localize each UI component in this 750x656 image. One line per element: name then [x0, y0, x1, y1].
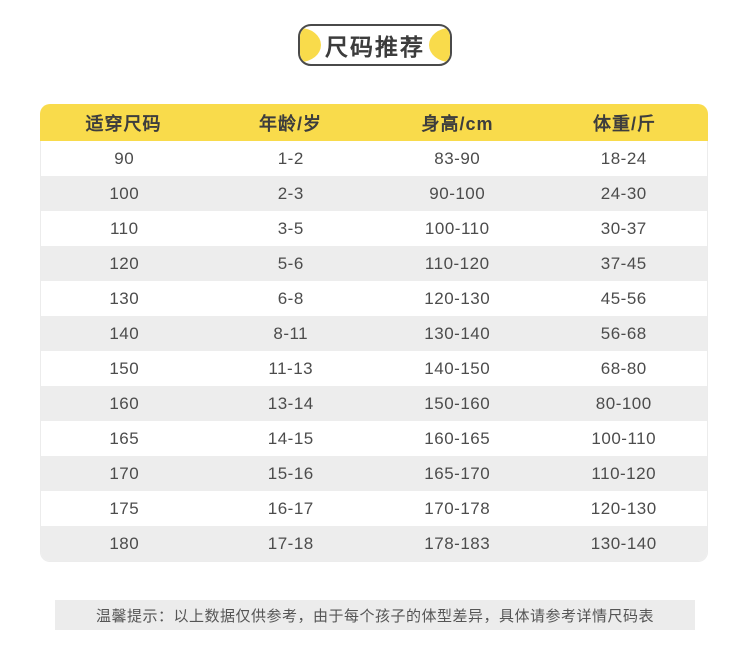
table-cell: 30-37 — [600, 218, 647, 238]
table-cell: 110-120 — [591, 463, 657, 483]
table-row: 150 11-13 140-150 68-80 — [41, 351, 707, 386]
table-row: 175 16-17 170-178 120-130 — [41, 491, 707, 526]
column-header: 体重/斤 — [592, 113, 656, 134]
table-row: 140 8-11 130-140 56-68 — [41, 316, 707, 351]
table-cell: 110-120 — [424, 253, 490, 273]
table-cell: 160-165 — [424, 428, 491, 448]
table-row: 110 3-5 100-110 30-37 — [41, 211, 707, 246]
table-cell: 13-14 — [267, 393, 314, 413]
table-cell: 178-183 — [424, 533, 491, 553]
table-header-row: 适穿尺码 年龄/岁 身高/cm 体重/斤 — [40, 104, 708, 141]
table-body: 90 1-2 83-90 18-24 100 2-3 90-100 24-30 110 3-5 10… — [40, 141, 708, 562]
table-cell: 37-45 — [600, 253, 647, 273]
table-cell: 130-140 — [590, 533, 657, 553]
table-row: 90 1-2 83-90 18-24 — [41, 141, 707, 176]
table-cell: 6-8 — [277, 288, 304, 308]
table-cell: 180 — [109, 533, 140, 553]
table-row: 130 6-8 120-130 45-56 — [41, 281, 707, 316]
table-cell: 14-15 — [267, 428, 314, 448]
table-cell: 120 — [109, 253, 140, 273]
table-cell: 130-140 — [424, 323, 491, 343]
note-text: 温馨提示：以上数据仅供参考，由于每个孩子的体型差异，具体请参考详情尺码表 — [95, 607, 654, 625]
table-cell: 140-150 — [424, 358, 491, 378]
table-cell: 3-5 — [277, 218, 304, 238]
table-cell: 24-30 — [600, 183, 647, 203]
table-row: 165 14-15 160-165 100-110 — [41, 421, 707, 456]
table-row: 160 13-14 150-160 80-100 — [41, 386, 707, 421]
table-cell: 83-90 — [434, 148, 481, 168]
table-cell: 56-68 — [600, 323, 647, 343]
table-cell: 130 — [109, 288, 140, 308]
table-cell: 160 — [109, 393, 140, 413]
table-cell: 120-130 — [424, 288, 491, 308]
table-row: 170 15-16 165-170 110-120 — [41, 456, 707, 491]
table-cell: 100 — [109, 183, 140, 203]
table-cell: 165-170 — [424, 463, 491, 483]
table-cell: 110 — [109, 218, 139, 238]
petal-right-icon — [429, 28, 450, 62]
table-cell: 17-18 — [267, 533, 314, 553]
table-row: 120 5-6 110-120 37-45 — [41, 246, 707, 281]
size-table: 适穿尺码 年龄/岁 身高/cm 体重/斤 90 1-2 83-90 18-24 100 2-3 9… — [40, 104, 708, 562]
table-cell: 165 — [109, 428, 140, 448]
table-cell: 90-100 — [429, 183, 486, 203]
table-cell: 150-160 — [424, 393, 491, 413]
table-cell: 11-13 — [268, 358, 314, 378]
table-cell: 150 — [109, 358, 140, 378]
title-badge: 尺码推荐 — [298, 24, 452, 66]
table-cell: 18-24 — [600, 148, 647, 168]
note-bar: 温馨提示：以上数据仅供参考，由于每个孩子的体型差异，具体请参考详情尺码表 — [55, 600, 695, 630]
table-cell: 170 — [109, 463, 140, 483]
petal-left-icon — [300, 28, 321, 62]
column-header: 身高/cm — [421, 113, 494, 134]
table-cell: 1-2 — [277, 148, 304, 168]
table-cell: 15-16 — [267, 463, 314, 483]
table-cell: 45-56 — [600, 288, 647, 308]
table-row: 100 2-3 90-100 24-30 — [41, 176, 707, 211]
column-header: 年龄/岁 — [258, 113, 322, 134]
table-cell: 100-110 — [591, 428, 657, 448]
table-cell: 5-6 — [277, 253, 304, 273]
table-cell: 90 — [114, 148, 135, 168]
table-cell: 16-17 — [267, 498, 314, 518]
table-cell: 100-110 — [424, 218, 490, 238]
table-cell: 175 — [109, 498, 140, 518]
column-header: 适穿尺码 — [85, 113, 162, 134]
page-title: 尺码推荐 — [325, 34, 425, 60]
table-cell: 68-80 — [600, 358, 647, 378]
table-cell: 170-178 — [424, 498, 491, 518]
table-cell: 8-11 — [273, 323, 309, 343]
table-row: 180 17-18 178-183 130-140 — [41, 526, 707, 561]
table-cell: 2-3 — [277, 183, 304, 203]
table-cell: 140 — [109, 323, 140, 343]
table-cell: 80-100 — [595, 393, 652, 413]
table-cell: 120-130 — [590, 498, 657, 518]
